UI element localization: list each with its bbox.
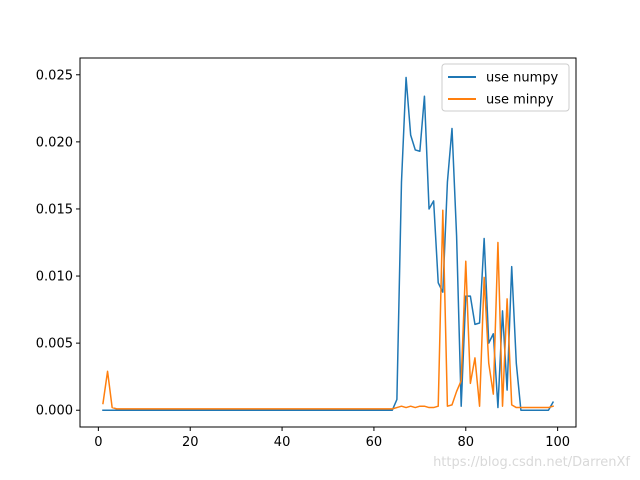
legend: use numpy use minpy — [441, 63, 570, 112]
x-axis-ticks: 0 20 40 60 80 100 — [94, 427, 570, 450]
y-axis-ticks: 0.000 0.005 0.010 0.015 0.020 0.025 — [36, 68, 80, 419]
x-tick-label: 40 — [274, 435, 291, 450]
x-tick-label: 60 — [366, 435, 383, 450]
series-line-use-numpy — [102, 76, 555, 411]
y-tick-label: 0.020 — [36, 135, 73, 150]
watermark-text: https://blog.csdn.net/DarrenXf — [433, 455, 630, 470]
y-tick-label: 0.010 — [36, 270, 73, 285]
series-line-use-minpy — [102, 209, 554, 410]
y-tick-label: 0.015 — [36, 202, 73, 217]
plot-lines — [102, 76, 555, 411]
legend-label: use numpy — [486, 71, 559, 86]
x-tick-label: 20 — [182, 435, 199, 450]
y-tick-label: 0.000 — [36, 404, 73, 419]
x-tick-label: 100 — [545, 435, 570, 450]
legend-label: use minpy — [486, 93, 554, 108]
axes-frame — [79, 57, 577, 428]
y-tick-label: 0.025 — [36, 68, 73, 83]
y-tick-label: 0.005 — [36, 337, 73, 352]
x-tick-label: 0 — [94, 435, 102, 450]
x-tick-label: 80 — [458, 435, 475, 450]
